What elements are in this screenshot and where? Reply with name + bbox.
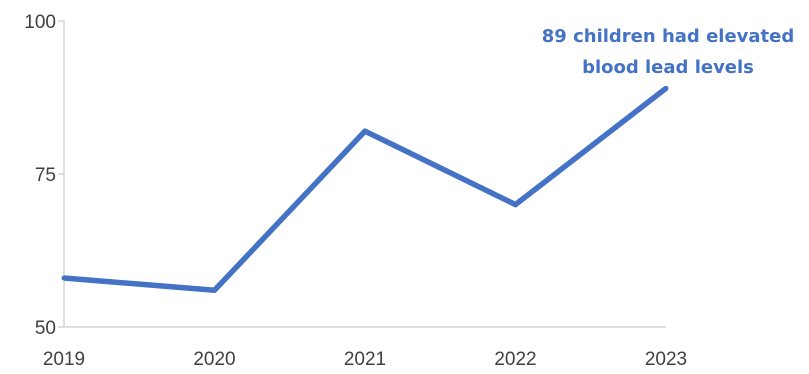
series-line (63, 86, 668, 294)
x-tick-label: 2021 (344, 349, 386, 370)
annotation-line: 89 children had elevated (542, 26, 794, 47)
x-tick-label: 2023 (645, 349, 687, 370)
y-tick-label: 100 (24, 12, 56, 33)
x-axis: 2019 2020 2021 2022 2023 (43, 326, 687, 370)
data-point (663, 85, 669, 91)
x-tick-label: 2020 (193, 349, 235, 370)
data-point (212, 287, 217, 293)
data-point (513, 202, 518, 208)
x-tick-label: 2019 (43, 349, 85, 370)
y-tick-label: 50 (35, 318, 56, 339)
data-point (61, 275, 67, 281)
data-point (362, 128, 368, 134)
x-tick-label: 2022 (494, 349, 536, 370)
annotation-label: 89 children had elevated blood lead level… (542, 26, 794, 78)
series-group (61, 85, 669, 294)
annotation-line: blood lead levels (582, 57, 754, 78)
y-tick-label: 75 (35, 165, 56, 186)
y-axis: 50 75 100 (24, 12, 65, 339)
